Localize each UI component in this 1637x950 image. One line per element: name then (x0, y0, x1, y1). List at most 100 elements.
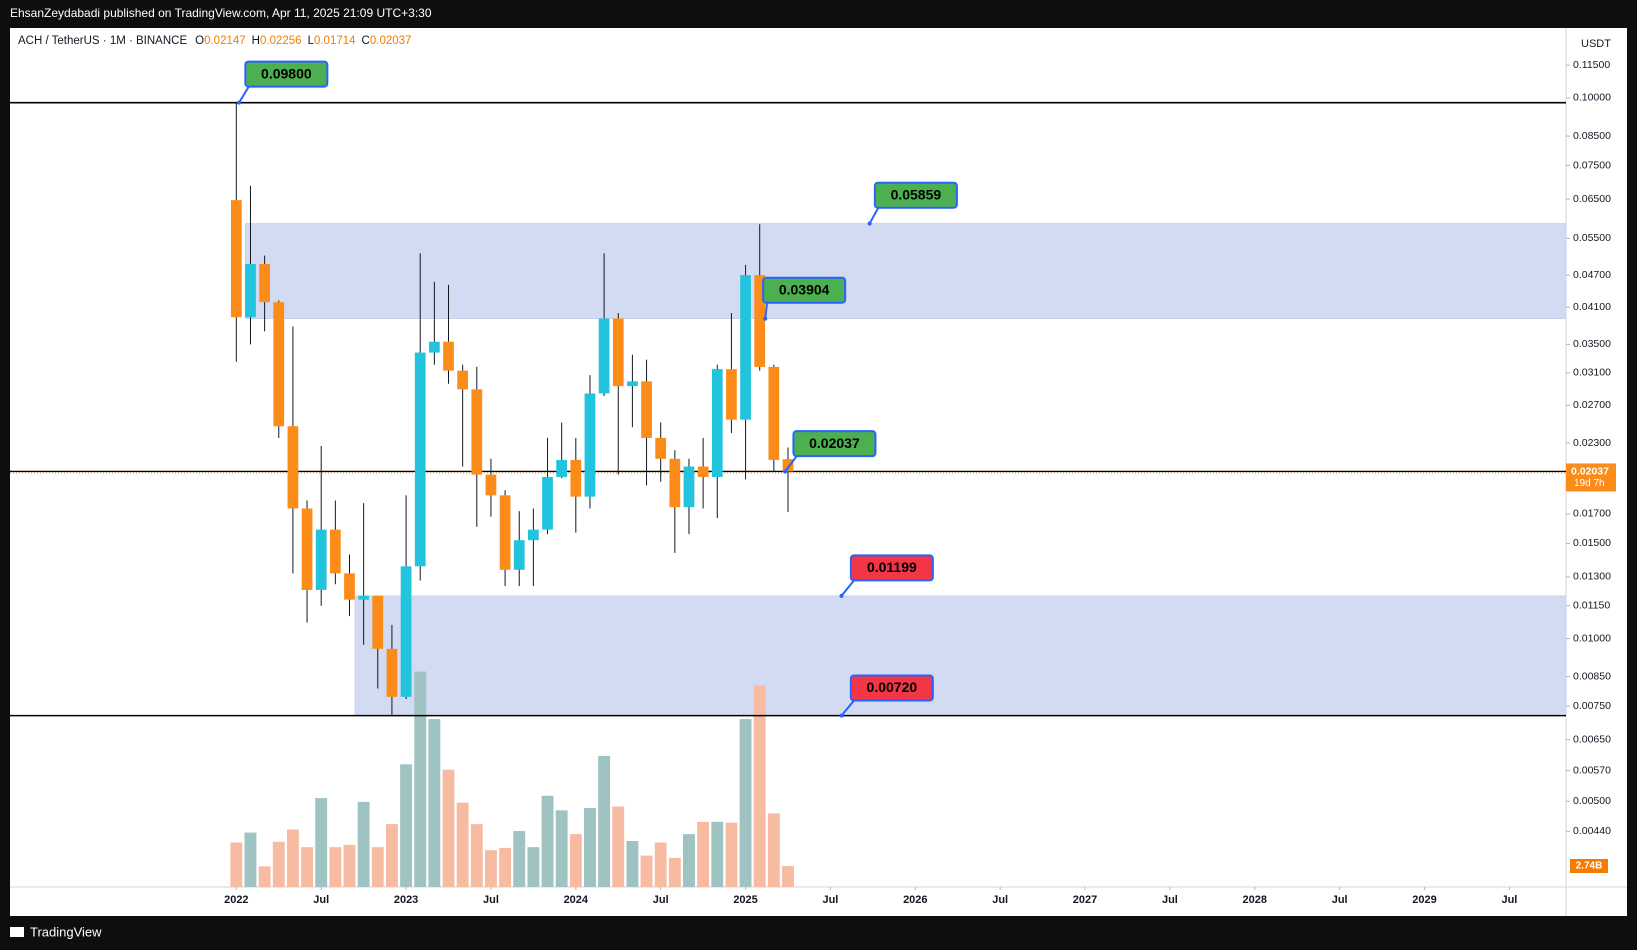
candle-body (372, 595, 384, 649)
volume-bar (584, 808, 596, 887)
candle-body (655, 437, 667, 459)
volume-bar (640, 855, 653, 887)
y-tick-label: 0.01300 (1573, 571, 1611, 583)
candle-body (443, 341, 454, 371)
x-tick-label: Jul (1332, 894, 1348, 906)
volume-bar (569, 834, 582, 887)
y-tick-label: 0.01000 (1573, 632, 1611, 644)
candle-body (428, 341, 440, 353)
symbol-legend: ACH / TetherUS · 1M · BINANCE O0.02147 H0.… (18, 35, 411, 47)
candle-body (485, 474, 497, 496)
y-tick-label: 0.01150 (1573, 599, 1610, 611)
callout-box (873, 181, 958, 209)
volume-bar (357, 801, 370, 887)
y-tick-label: 0.00650 (1573, 733, 1611, 745)
y-tick-label: 0.10000 (1573, 92, 1611, 104)
candle-body (230, 200, 242, 318)
y-tick-label: 0.03100 (1573, 367, 1611, 379)
x-tick-label: 2028 (1243, 894, 1267, 906)
y-tick-label: 0.00750 (1573, 700, 1611, 712)
legend-part: O (195, 35, 204, 47)
y-tick-label: 0.08500 (1573, 130, 1611, 142)
volume-bar (400, 764, 413, 887)
candle-body (245, 263, 256, 318)
candle-body (754, 275, 766, 367)
candle-body (740, 275, 751, 420)
y-tick-label: 0.02700 (1573, 399, 1611, 411)
volume-bar (711, 821, 724, 887)
volume-bar (683, 834, 695, 887)
y-tick-label: 0.01700 (1573, 508, 1611, 520)
candle-body (344, 573, 355, 600)
callout-anchor (839, 593, 844, 598)
volume-bar (371, 847, 384, 887)
callout-pointer (784, 454, 799, 473)
publish-info: EhsanZeydabadi published on TradingView.… (10, 6, 432, 20)
candle-body (768, 366, 780, 460)
volume-bar (767, 813, 780, 887)
y-tick-label: 0.04100 (1573, 301, 1611, 313)
volume-bar (725, 822, 738, 887)
callout-box (244, 60, 329, 88)
volume-bar (541, 795, 554, 887)
volume-bar (626, 841, 639, 887)
x-tick-label: Jul (483, 894, 499, 906)
callout-box (792, 430, 877, 458)
x-tick-label: 2023 (394, 894, 418, 906)
candle-body (726, 369, 737, 420)
volume-bar (315, 798, 328, 887)
candle-body (528, 529, 539, 541)
candle-body (697, 466, 709, 477)
candle-body (457, 370, 469, 390)
volume-bar (272, 841, 285, 887)
y-tick-label: 0.00440 (1573, 825, 1611, 837)
legend-part: L (308, 35, 315, 47)
volume-bar (442, 769, 455, 887)
volume-bar (343, 844, 356, 887)
volume-bar (230, 842, 243, 887)
x-tick-label: Jul (1162, 894, 1178, 906)
candle-body (570, 459, 582, 497)
y-tick-label: 0.05500 (1573, 232, 1611, 244)
x-tick-label: 2027 (1073, 894, 1097, 906)
candle-body (273, 302, 285, 427)
legend-part: H (252, 35, 260, 47)
axis-unit: USDT (1581, 38, 1611, 50)
candle-body (556, 459, 568, 477)
candle-body (683, 466, 695, 508)
callout-anchor (237, 100, 242, 105)
y-tick-label: 0.07500 (1573, 159, 1611, 171)
candle-body (711, 369, 723, 477)
volume-bar (513, 831, 526, 887)
candle-body (627, 381, 638, 387)
volume-tag (1570, 858, 1608, 873)
volume-bar (527, 847, 540, 887)
candle-body (669, 458, 681, 508)
volume-bar (470, 824, 483, 887)
legend-part: C (362, 35, 370, 47)
brand-logo (10, 927, 24, 937)
price-tag-value: 0.02037 (1571, 465, 1609, 477)
y-tick-label: 0.11500 (1573, 59, 1610, 71)
callout-label: 0.00720 (867, 679, 918, 695)
callout-pointer (840, 698, 856, 717)
y-tick-label: 0.02300 (1573, 437, 1611, 449)
candle-body (612, 318, 624, 387)
candle-body (471, 389, 483, 475)
price-tag (1566, 463, 1616, 492)
volume-bar (753, 685, 766, 887)
candle-body (513, 540, 525, 570)
callout-anchor (763, 316, 768, 321)
volume-bar (654, 842, 667, 887)
callout-label: 0.02037 (809, 435, 860, 451)
callout-box (849, 674, 934, 702)
y-tick-label: 0.06500 (1573, 193, 1611, 205)
callout-anchor (783, 469, 788, 474)
volume-bar (499, 847, 512, 887)
brand: TradingView (30, 924, 102, 939)
candle-body (782, 459, 794, 472)
candle-body (584, 393, 596, 497)
candle-body (499, 495, 511, 570)
x-tick-label: 2022 (224, 894, 248, 906)
